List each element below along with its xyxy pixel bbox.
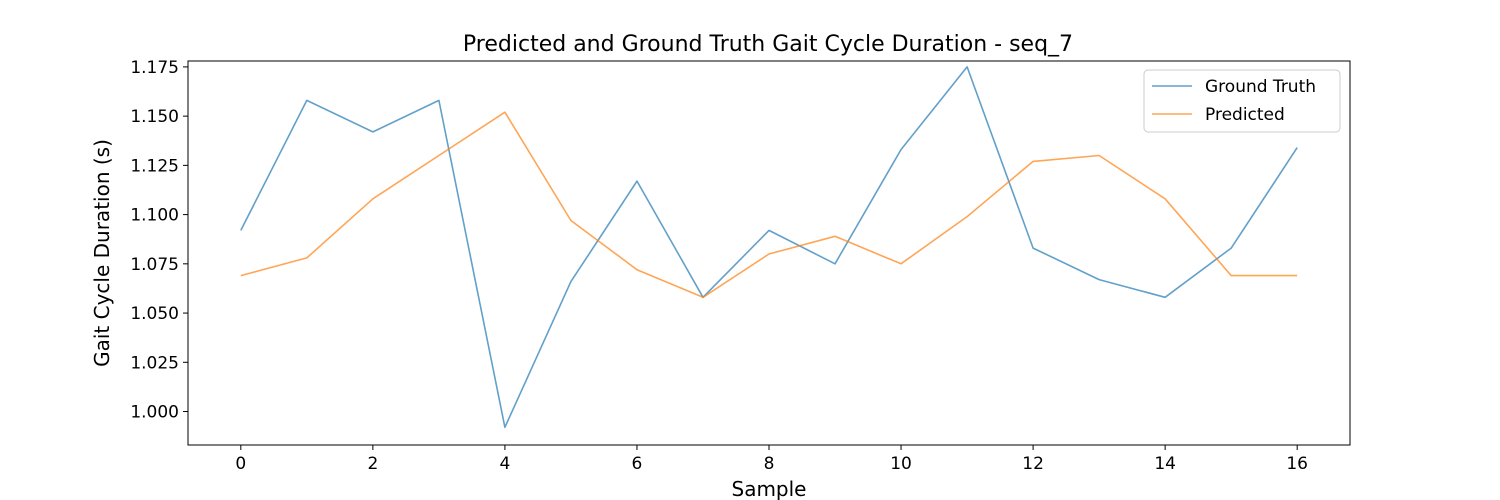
series-line-predicted: [240, 111, 1298, 299]
x-tick-label: 2: [367, 454, 378, 474]
y-tick-label: 1.075: [130, 255, 179, 275]
legend-label-predicted: Predicted: [1205, 105, 1285, 125]
x-tick-label: 8: [764, 454, 775, 474]
chart-title: Predicted and Ground Truth Gait Cycle Du…: [463, 32, 1073, 57]
y-tick-label: 1.050: [130, 304, 179, 324]
x-tick-label: 4: [499, 454, 510, 474]
y-tick-label: 1.025: [130, 353, 179, 373]
legend-label-ground-truth: Ground Truth: [1205, 77, 1316, 97]
y-tick-label: 1.150: [130, 107, 179, 127]
y-axis: 1.000 1.025 1.050 1.075 1.100 1.125 1.150 1.175: [130, 58, 188, 423]
x-tick-label: 12: [1022, 454, 1044, 474]
x-tick-label: 0: [235, 454, 246, 474]
y-tick-label: 1.175: [130, 58, 179, 78]
legend-box: [1143, 69, 1341, 133]
x-axis: 0 2 4 6 8 10 12 14 16: [235, 445, 1308, 474]
x-axis-label: Sample: [732, 477, 807, 500]
x-tick-label: 16: [1286, 454, 1308, 474]
y-tick-label: 1.000: [130, 403, 179, 423]
legend: Ground Truth Predicted: [1143, 69, 1341, 133]
x-tick-label: 6: [632, 454, 643, 474]
plot-area: [240, 66, 1298, 429]
y-tick-label: 1.100: [130, 206, 179, 226]
y-axis-label: Gait Cycle Duration (s): [90, 139, 114, 367]
y-tick-label: 1.125: [130, 156, 179, 176]
x-tick-label: 14: [1154, 454, 1176, 474]
series-line-ground-truth: [240, 66, 1298, 429]
x-tick-label: 10: [890, 454, 912, 474]
